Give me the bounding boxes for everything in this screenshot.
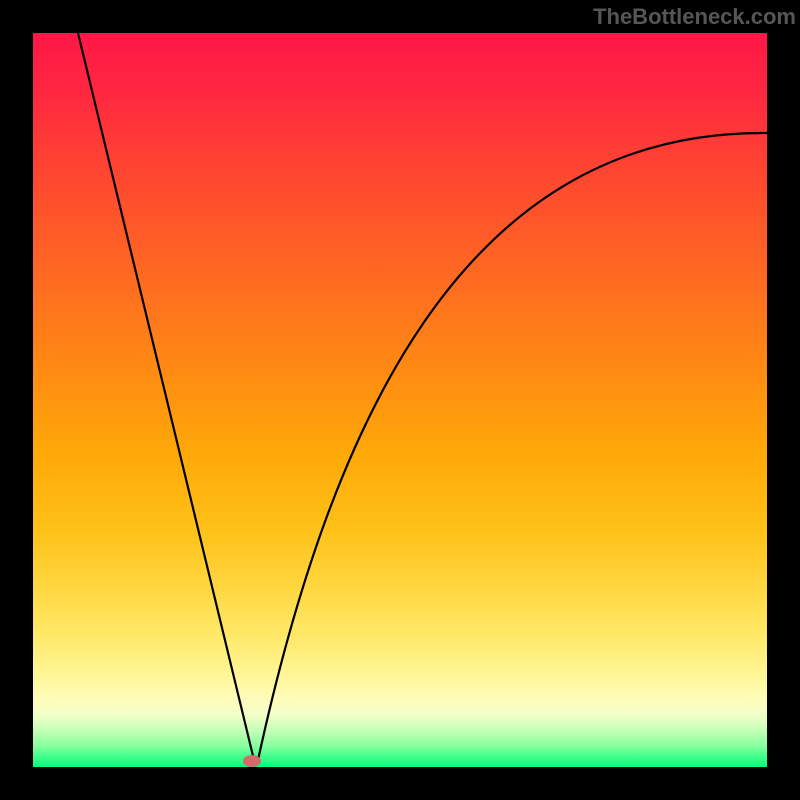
curve-right-branch — [258, 133, 767, 760]
chart-canvas: TheBottleneck.com — [0, 0, 800, 800]
minimum-marker — [243, 755, 261, 767]
curve-left-branch — [78, 33, 254, 760]
curve-layer — [0, 0, 800, 800]
watermark-text: TheBottleneck.com — [593, 4, 796, 30]
